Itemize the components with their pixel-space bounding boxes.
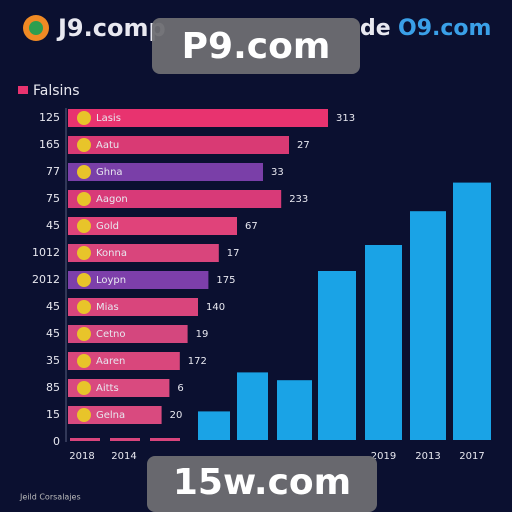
bar xyxy=(68,325,188,343)
bar xyxy=(277,380,312,440)
row-label: 45 xyxy=(46,300,60,313)
row-label: 1012 xyxy=(32,246,60,259)
bar xyxy=(68,244,219,262)
row-label: 45 xyxy=(46,327,60,340)
row-label: 125 xyxy=(39,111,60,124)
row-icon xyxy=(77,327,91,341)
value-label: 20 xyxy=(170,410,183,421)
category-label: Gold xyxy=(96,221,119,232)
x-label: 2013 xyxy=(415,451,440,462)
bar xyxy=(68,136,289,154)
row-label: 165 xyxy=(39,138,60,151)
category-label: Aagon xyxy=(96,194,128,205)
row-label: 77 xyxy=(46,165,60,178)
row-icon xyxy=(77,354,91,368)
category-label: Ghna xyxy=(96,167,123,178)
value-label: 233 xyxy=(289,194,308,205)
row-label: 85 xyxy=(46,381,60,394)
category-label: Cetno xyxy=(96,329,126,340)
baseline-stub xyxy=(150,438,180,441)
row-icon xyxy=(77,219,91,233)
row-icon xyxy=(77,408,91,422)
value-label: 6 xyxy=(177,383,183,394)
category-label: Loypn xyxy=(96,275,126,286)
category-label: Konna xyxy=(96,248,127,259)
value-label: 172 xyxy=(188,356,207,367)
category-label: Aitts xyxy=(96,383,119,394)
chart-title: Falsins xyxy=(33,83,80,99)
value-label: 27 xyxy=(297,140,310,151)
category-label: Lasis xyxy=(96,113,121,124)
bar xyxy=(410,211,446,440)
x-label: 2018 xyxy=(69,451,94,462)
category-label: Aatu xyxy=(96,140,119,151)
value-label: 175 xyxy=(216,275,235,286)
row-label: 45 xyxy=(46,219,60,232)
bar xyxy=(365,245,402,440)
x-label: 2014 xyxy=(111,451,136,462)
row-icon xyxy=(77,111,91,125)
row-icon xyxy=(77,165,91,179)
header-left: J9.comp xyxy=(56,14,166,42)
bar xyxy=(68,217,237,235)
legend-swatch xyxy=(18,86,28,94)
row-label: 15 xyxy=(46,408,60,421)
bar xyxy=(68,109,328,127)
footer: Jeild Corsalajes xyxy=(19,493,81,502)
watermark-text: 15w.com xyxy=(173,462,351,503)
row-label: 75 xyxy=(46,192,60,205)
bar xyxy=(68,406,162,424)
value-label: 17 xyxy=(227,248,240,259)
value-label: 67 xyxy=(245,221,258,232)
bar xyxy=(237,372,268,440)
zero-label: 0 xyxy=(53,435,60,448)
row-icon xyxy=(77,246,91,260)
row-label: 35 xyxy=(46,354,60,367)
watermark-box xyxy=(152,18,360,74)
bar xyxy=(68,298,198,316)
bar xyxy=(198,411,230,440)
bar xyxy=(453,182,491,440)
baseline-stub xyxy=(110,438,140,441)
row-label: 2012 xyxy=(32,273,60,286)
value-label: 19 xyxy=(196,329,209,340)
x-label: 2019 xyxy=(371,451,396,462)
watermark-box xyxy=(147,456,377,512)
header-middle: de xyxy=(360,16,391,41)
bar xyxy=(68,163,263,181)
baseline-stub xyxy=(70,438,100,441)
bar xyxy=(68,190,282,208)
row-icon xyxy=(77,192,91,206)
category-label: Gelna xyxy=(96,410,125,421)
bar xyxy=(68,352,180,370)
row-icon xyxy=(77,138,91,152)
category-label: Aaren xyxy=(96,356,125,367)
value-label: 313 xyxy=(336,113,355,124)
header-right: O9.com xyxy=(398,16,491,41)
bar xyxy=(68,379,170,397)
value-label: 33 xyxy=(271,167,284,178)
bar xyxy=(68,271,209,289)
bar xyxy=(318,271,356,440)
logo-inner xyxy=(29,21,43,35)
watermark-text: P9.com xyxy=(182,26,331,67)
row-icon xyxy=(77,381,91,395)
category-label: Mias xyxy=(96,302,119,313)
x-label: 2017 xyxy=(459,451,484,462)
value-label: 140 xyxy=(206,302,225,313)
row-icon xyxy=(77,300,91,314)
row-icon xyxy=(77,273,91,287)
